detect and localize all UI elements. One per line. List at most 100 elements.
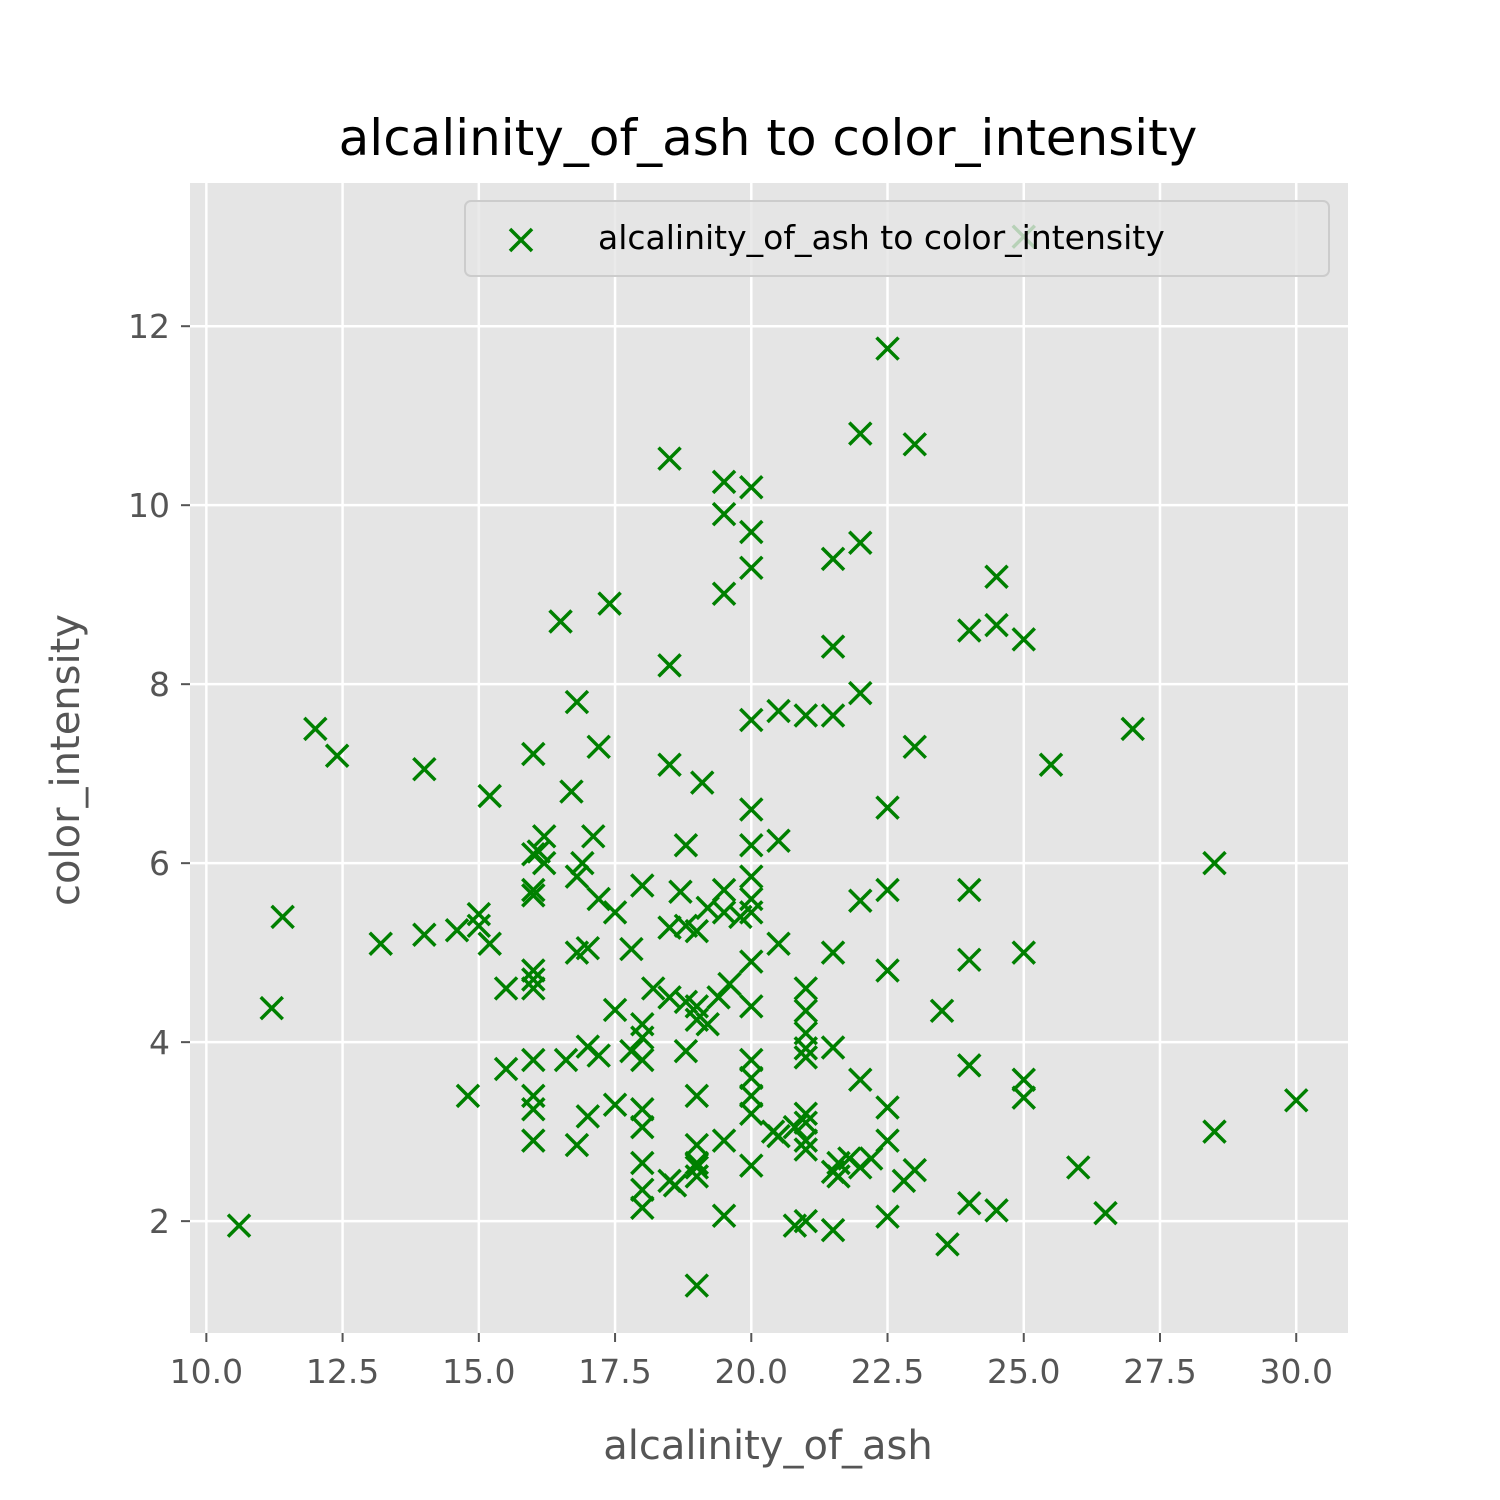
data-point <box>1011 627 1036 652</box>
data-point <box>739 1083 764 1109</box>
data-point <box>586 886 611 912</box>
x-axis-label: alcalinity_of_ash <box>603 1423 932 1469</box>
data-point <box>602 997 628 1023</box>
data-point <box>793 976 819 1001</box>
data-point <box>875 958 900 983</box>
data-point <box>630 1097 655 1122</box>
data-point <box>902 734 928 760</box>
y-tick-label: 12 <box>128 307 170 346</box>
data-point <box>848 421 873 446</box>
x-tick-label: 20.0 <box>715 1352 788 1391</box>
data-point <box>902 432 928 457</box>
data-point <box>690 770 715 795</box>
data-point <box>521 1097 546 1122</box>
data-point <box>935 1232 960 1257</box>
data-point <box>259 995 284 1021</box>
data-point <box>412 922 437 947</box>
data-point <box>602 1092 628 1118</box>
y-axis-ticks: 2 4 6 8 10 12 <box>128 307 190 1241</box>
data-point <box>657 653 682 678</box>
data-point <box>531 824 557 849</box>
data-point <box>521 741 546 767</box>
data-point <box>564 864 590 889</box>
y-tick-label: 10 <box>128 486 170 525</box>
data-point <box>466 901 492 927</box>
data-point <box>766 931 791 956</box>
legend-label: alcalinity_of_ash to color_intensity <box>598 218 1165 257</box>
data-point <box>739 900 764 925</box>
data-point <box>929 998 955 1024</box>
data-point <box>984 1198 1009 1223</box>
data-point <box>739 1101 764 1126</box>
data-point <box>793 998 819 1024</box>
data-point <box>673 833 699 858</box>
data-point <box>575 1104 601 1129</box>
data-point <box>848 530 873 556</box>
data-point <box>957 877 982 903</box>
x-tick-label: 17.5 <box>578 1352 651 1391</box>
y-tick-label: 8 <box>149 665 170 704</box>
data-point <box>477 783 502 809</box>
data-point <box>739 475 764 500</box>
legend: alcalinity_of_ash to color_intensity <box>464 200 1330 277</box>
data-point <box>711 1128 737 1153</box>
x-tick-label: 30.0 <box>1259 1352 1332 1391</box>
data-point <box>521 958 546 983</box>
data-point <box>793 1045 819 1070</box>
data-point <box>1038 752 1064 777</box>
plot-area <box>190 183 1348 1333</box>
data-point <box>630 1177 655 1203</box>
data-point <box>586 734 611 760</box>
data-point <box>521 1128 546 1153</box>
data-point <box>684 1273 710 1298</box>
data-point <box>875 795 900 820</box>
data-point <box>1011 1085 1036 1110</box>
data-point <box>711 1203 737 1229</box>
data-point <box>657 985 682 1010</box>
data-point <box>270 904 295 930</box>
data-point <box>820 1035 846 1060</box>
data-point <box>766 698 791 724</box>
grid <box>190 183 1348 1333</box>
data-point <box>739 1153 764 1178</box>
data-point <box>597 591 622 616</box>
data-point <box>521 976 546 1001</box>
data-point <box>684 1132 710 1158</box>
data-point <box>695 1012 720 1037</box>
data-point <box>793 1110 819 1135</box>
data-point <box>739 949 764 974</box>
data-point <box>657 752 682 777</box>
data-point <box>412 756 437 782</box>
data-point <box>711 877 737 903</box>
data-point <box>1283 1088 1309 1113</box>
data-point <box>875 1095 900 1120</box>
data-point <box>657 446 682 471</box>
data-point <box>324 743 350 769</box>
x-tick-label: 22.5 <box>851 1352 924 1391</box>
data-point <box>739 797 764 822</box>
data-point <box>706 985 731 1010</box>
data-point <box>455 1083 481 1109</box>
data-point <box>1202 1119 1227 1144</box>
data-point <box>630 873 655 898</box>
data-point <box>662 1173 688 1198</box>
data-point <box>793 1128 819 1153</box>
data-point <box>1011 1067 1036 1092</box>
data-point <box>820 940 846 965</box>
data-point <box>521 877 546 903</box>
data-point <box>684 994 710 1019</box>
data-point <box>564 689 590 715</box>
data-point <box>444 918 470 943</box>
data-point <box>820 703 846 728</box>
y-tick-label: 2 <box>149 1202 170 1241</box>
legend-box <box>464 200 1330 277</box>
data-point <box>521 967 546 992</box>
data-point <box>619 936 644 962</box>
data-point <box>766 1123 791 1149</box>
data-point <box>711 469 737 495</box>
data-point <box>820 546 846 572</box>
x-tick-label: 15.0 <box>442 1352 515 1391</box>
data-point <box>630 1195 655 1220</box>
data-point <box>739 864 764 889</box>
